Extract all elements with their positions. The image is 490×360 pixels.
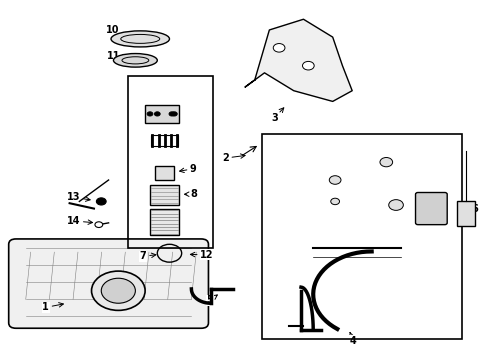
Circle shape: [331, 198, 340, 204]
Text: 2: 2: [222, 153, 245, 163]
Bar: [150, 208, 179, 235]
Text: 3: 3: [271, 108, 284, 123]
Circle shape: [154, 112, 160, 116]
Bar: [151, 135, 178, 146]
Text: 10: 10: [106, 25, 129, 36]
Circle shape: [95, 222, 103, 228]
Text: 11: 11: [107, 50, 127, 60]
Text: 14: 14: [67, 216, 93, 226]
Circle shape: [101, 278, 135, 303]
Circle shape: [329, 176, 341, 184]
Text: 7: 7: [140, 251, 156, 261]
Bar: [457, 202, 475, 226]
Text: 9: 9: [180, 164, 196, 174]
Bar: [145, 105, 179, 123]
Circle shape: [380, 157, 392, 167]
Bar: [150, 185, 179, 205]
Text: 4: 4: [350, 333, 357, 346]
Text: 12: 12: [191, 250, 214, 260]
Circle shape: [147, 112, 153, 116]
Bar: [262, 134, 462, 339]
Text: 1: 1: [43, 302, 63, 312]
FancyBboxPatch shape: [416, 193, 447, 225]
Bar: [155, 166, 174, 180]
Circle shape: [92, 271, 145, 310]
Text: 13: 13: [67, 192, 90, 202]
Circle shape: [172, 112, 177, 116]
Text: 6: 6: [463, 204, 478, 214]
Text: 5: 5: [207, 295, 218, 305]
Ellipse shape: [114, 54, 157, 67]
Circle shape: [273, 44, 285, 52]
Text: 8: 8: [185, 189, 197, 199]
Circle shape: [169, 112, 175, 116]
Circle shape: [97, 198, 106, 205]
Circle shape: [302, 62, 314, 70]
Bar: [128, 76, 213, 248]
Circle shape: [389, 200, 403, 210]
FancyBboxPatch shape: [9, 239, 208, 328]
Ellipse shape: [111, 31, 170, 47]
Polygon shape: [245, 19, 352, 102]
